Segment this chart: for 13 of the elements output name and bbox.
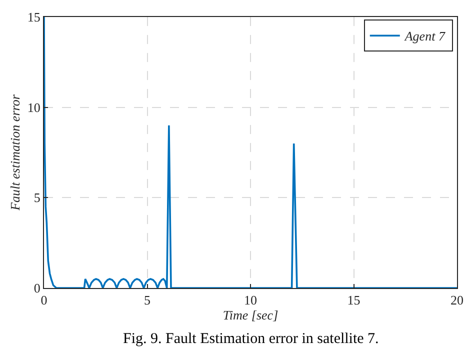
y-tick-label: 0 bbox=[34, 280, 40, 296]
line-series bbox=[44, 17, 457, 288]
caption: Fig. 9. Fault Estimation error in satellite 7. bbox=[123, 331, 379, 347]
legend-label: Agent 7 bbox=[404, 28, 446, 44]
y-tick-label: 10 bbox=[27, 100, 40, 115]
x-axis-title: Time [sec] bbox=[222, 308, 278, 323]
x-tick-label: 5 bbox=[144, 292, 150, 308]
x-tick-label: 10 bbox=[244, 292, 257, 308]
y-tick-label: 15 bbox=[27, 10, 40, 25]
y-axis-title: Fault estimation error bbox=[7, 94, 22, 212]
y-tick-label: 5 bbox=[34, 190, 40, 206]
x-tick-label: 15 bbox=[347, 292, 360, 308]
x-tick-label: 20 bbox=[450, 292, 464, 308]
